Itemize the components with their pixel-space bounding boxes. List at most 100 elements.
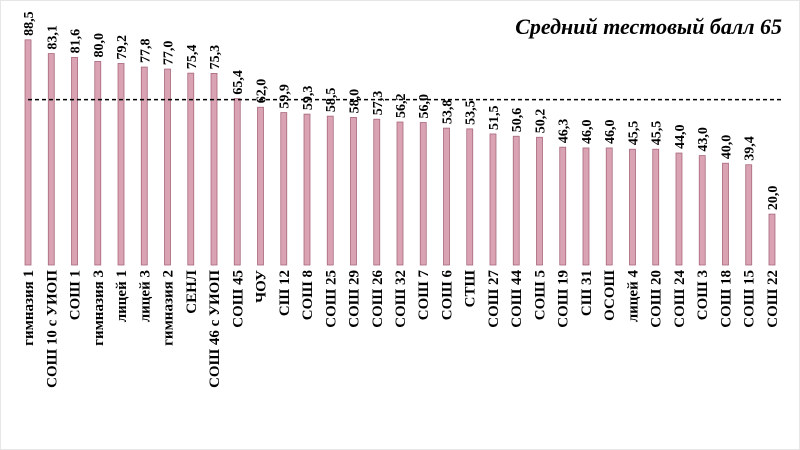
x-tick-label: СОШ 8	[300, 270, 316, 320]
bar	[419, 122, 427, 266]
value-label: 65,4	[231, 70, 246, 95]
x-tick-label: гимназия 2	[161, 270, 177, 346]
value-label: 46,3	[557, 119, 572, 144]
bar	[675, 152, 683, 266]
value-label: 81,6	[69, 29, 84, 54]
bar	[373, 118, 381, 266]
x-tick-label: СШ 12	[277, 270, 293, 316]
bar	[489, 133, 497, 266]
x-tick-label: СТШ	[463, 269, 479, 307]
bar	[722, 162, 729, 266]
value-label: 50,6	[510, 108, 525, 133]
bar	[303, 113, 311, 266]
x-tick-label: СОШ 20	[649, 270, 665, 328]
x-tick-label: СОШ 6	[439, 270, 455, 321]
bar	[350, 117, 357, 266]
x-tick-label: СЕНЛ	[184, 270, 200, 314]
value-label: 75,3	[208, 45, 223, 70]
x-tick-label: лицей 3	[137, 270, 153, 322]
bar	[396, 121, 404, 266]
value-label: 80,0	[92, 33, 107, 58]
value-label: 59,9	[278, 84, 293, 109]
value-label: 88,5	[22, 11, 37, 36]
bar	[768, 213, 776, 266]
bar	[24, 39, 32, 266]
x-tick-label: СОШ 27	[486, 270, 502, 328]
chart-title: Средний тестовый балл 65	[515, 14, 782, 39]
value-label: 62,0	[255, 79, 270, 104]
x-tick-label: СОШ 1	[68, 270, 84, 320]
value-label: 44,0	[673, 125, 688, 150]
value-label: 40,0	[719, 135, 734, 160]
value-label: 59,3	[301, 86, 316, 111]
x-tick-label: ЧОУ	[254, 270, 270, 303]
bar	[280, 112, 288, 266]
x-tick-label: лицей 4	[625, 270, 641, 323]
x-tick-label: СОШ 18	[718, 270, 734, 328]
x-tick-label: гимназия 1	[21, 270, 37, 346]
bar	[117, 63, 125, 266]
x-tick-label: СОШ 22	[765, 270, 781, 328]
x-tick-label: СОШ 26	[370, 270, 386, 328]
bar	[536, 136, 543, 266]
value-label: 75,4	[185, 45, 200, 70]
value-label: 56,2	[394, 94, 409, 119]
x-tick-label: СШ 31	[579, 270, 595, 316]
bar	[512, 135, 520, 266]
bar	[605, 147, 613, 266]
value-label: 53,8	[440, 100, 455, 125]
value-label: 77,0	[162, 41, 177, 66]
x-tick-label: ОСОШ	[602, 269, 618, 320]
value-label: 58,0	[348, 89, 363, 114]
value-label: 56,0	[417, 94, 432, 119]
value-label: 46,0	[580, 119, 595, 144]
x-tick-label: СОШ 5	[532, 270, 548, 320]
bar	[559, 146, 567, 266]
bar	[187, 72, 195, 266]
value-label: 77,8	[138, 39, 153, 64]
x-tick-label: СОШ 7	[416, 270, 432, 321]
x-tick-label: лицей 1	[114, 270, 130, 322]
x-tick-label: СОШ 44	[509, 270, 525, 328]
x-tick-label: СОШ 45	[230, 270, 246, 328]
bar	[652, 148, 660, 266]
bar	[466, 128, 474, 266]
value-label: 50,2	[533, 109, 548, 134]
x-tick-label: СОШ 29	[347, 270, 363, 328]
bar	[71, 56, 78, 266]
x-tick-label: СОШ 46 с УИОП	[207, 270, 223, 388]
bar	[326, 115, 334, 266]
bar	[629, 148, 636, 266]
bar	[745, 164, 753, 266]
bar	[582, 147, 590, 266]
bar	[210, 73, 218, 266]
value-label: 79,2	[115, 35, 130, 60]
x-tick-label: СОШ 32	[393, 270, 409, 328]
x-tick-label: СОШ 19	[556, 270, 572, 328]
bar	[164, 68, 171, 266]
value-label: 45,5	[650, 121, 665, 146]
bar	[47, 53, 55, 266]
bar	[257, 106, 264, 266]
value-label: 46,0	[603, 119, 618, 144]
bar	[94, 61, 102, 266]
bar	[140, 66, 148, 266]
value-label: 45,5	[626, 121, 641, 146]
x-tick-label: СОШ 24	[672, 270, 688, 328]
bar	[698, 155, 706, 266]
x-tick-label: СОШ 10 с УИОП	[44, 270, 60, 388]
value-label: 20,0	[766, 186, 781, 211]
value-label: 39,4	[743, 136, 758, 161]
value-label: 83,1	[45, 25, 60, 50]
value-label: 51,5	[487, 105, 502, 129]
x-tick-label: гимназия 3	[91, 270, 107, 346]
bar	[443, 127, 450, 266]
x-tick-label: СОШ 3	[695, 270, 711, 320]
x-tick-label: СОШ 15	[742, 270, 758, 328]
bar	[233, 98, 241, 266]
x-tick-label: СОШ 25	[323, 270, 339, 328]
value-label: 53,5	[464, 100, 479, 125]
value-label: 43,0	[696, 127, 711, 152]
value-label: 57,3	[371, 91, 386, 116]
